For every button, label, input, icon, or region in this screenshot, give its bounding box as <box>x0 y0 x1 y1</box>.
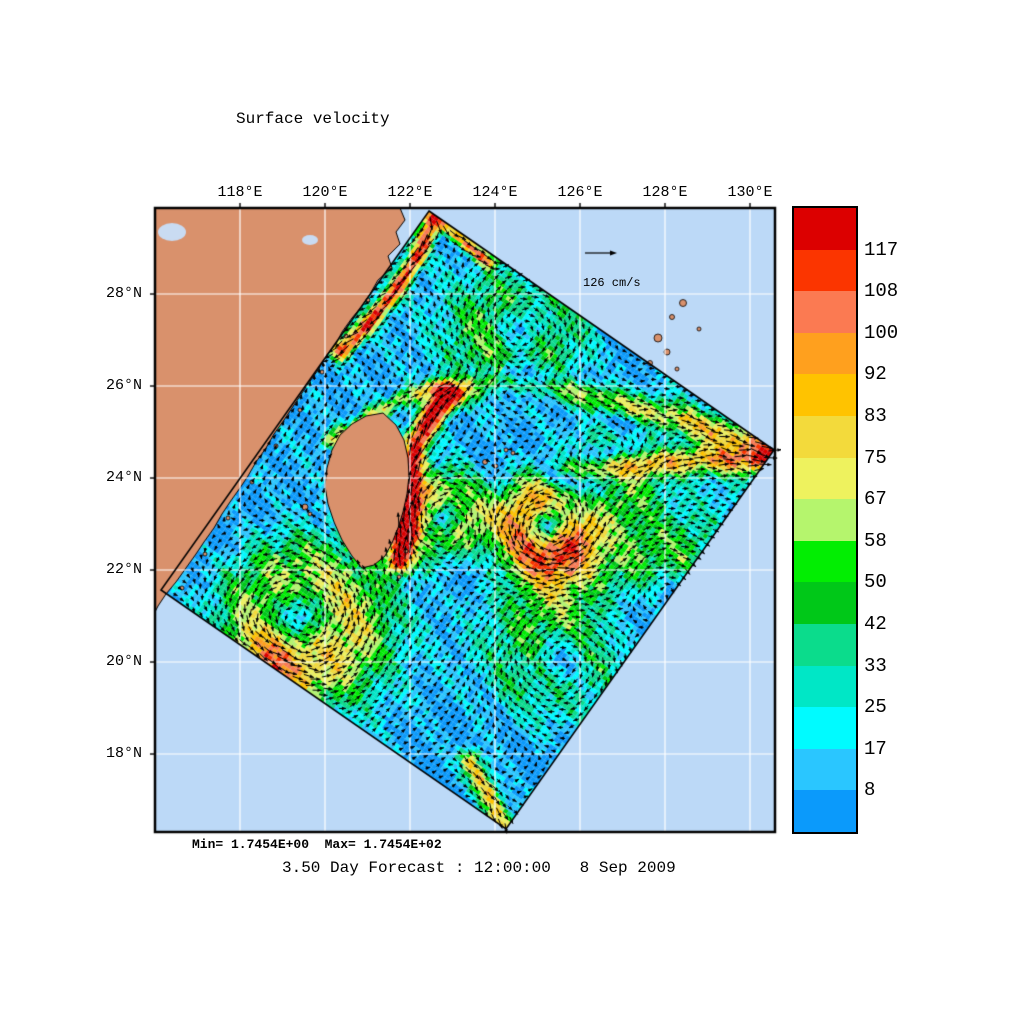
colorbar-swatch <box>794 249 856 292</box>
colorbar-label: 92 <box>864 363 887 386</box>
colorbar-label: 42 <box>864 613 887 635</box>
lat-tick-label: 22°N <box>105 561 142 579</box>
lat-tick-label: 28°N <box>105 285 142 303</box>
lat-tick-label: 24°N <box>105 469 142 487</box>
lon-tick-label: 130°E <box>727 184 773 201</box>
colorbar-label: 50 <box>864 571 887 594</box>
colorbar-label: 33 <box>864 654 887 677</box>
colorbar-label: 17 <box>864 737 887 760</box>
colorbar-label: 58 <box>864 529 887 552</box>
colorbar-label: 100 <box>864 321 899 344</box>
reference-arrow-label: 126 cm/s <box>583 276 641 290</box>
lon-tick-label: 124°E <box>472 184 518 201</box>
colorbar-swatch <box>794 540 856 583</box>
colorbar-label: 83 <box>864 405 887 427</box>
colorbar-label: 108 <box>864 280 899 303</box>
colorbar-label: 117 <box>864 238 899 261</box>
colorbar-swatch <box>794 582 856 624</box>
lon-tick-label: 128°E <box>642 184 688 201</box>
colorbar <box>792 206 858 834</box>
colorbar-label: 75 <box>864 446 887 469</box>
colorbar-swatch <box>794 665 856 708</box>
velocity-map-canvas <box>149 202 781 838</box>
colorbar-swatch <box>794 790 856 832</box>
colorbar-label: 8 <box>864 779 876 802</box>
colorbar-swatch <box>794 707 856 749</box>
colorbar-swatch <box>794 208 856 250</box>
colorbar-label: 25 <box>864 696 887 719</box>
lat-tick-label: 26°N <box>105 377 142 395</box>
lon-tick-label: 118°E <box>217 184 263 201</box>
lat-tick-label: 20°N <box>105 653 142 671</box>
colorbar-swatch <box>794 457 856 500</box>
colorbar-swatch <box>794 748 856 791</box>
colorbar-swatch <box>794 623 856 666</box>
lon-tick-label: 122°E <box>387 184 433 201</box>
chart-title: Surface velocity <box>236 110 390 128</box>
colorbar-swatch <box>794 499 856 541</box>
colorbar-label: 67 <box>864 488 887 511</box>
lon-tick-label: 120°E <box>302 184 348 201</box>
forecast-caption: 3.50 Day Forecast : 12:00:00 8 Sep 2009 <box>282 859 676 877</box>
colorbar-swatch <box>794 291 856 333</box>
lat-tick-label: 18°N <box>105 745 142 763</box>
min-max-annotation: Min= 1.7454E+00 Max= 1.7454E+02 <box>192 837 442 852</box>
colorbar-swatch <box>794 415 856 458</box>
lon-tick-label: 126°E <box>557 184 603 201</box>
colorbar-swatch <box>794 332 856 375</box>
colorbar-swatch <box>794 374 856 416</box>
